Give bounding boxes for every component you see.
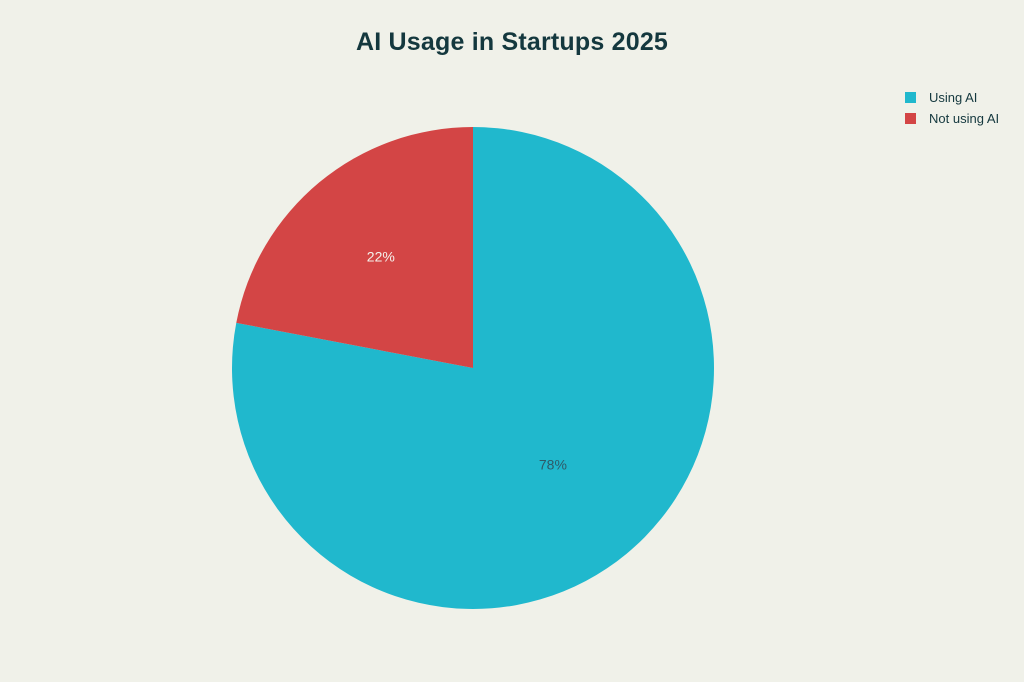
chart-legend: Using AI Not using AI bbox=[905, 91, 999, 125]
legend-label: Not using AI bbox=[929, 111, 1000, 126]
legend-label: Using AI bbox=[929, 90, 978, 105]
chart-title: AI Usage in Startups 2025 bbox=[355, 28, 669, 56]
legend-item-not-using-ai: Not using AI bbox=[905, 112, 999, 125]
legend-item-using-ai: Using AI bbox=[905, 91, 999, 104]
pie-slice-not-using-ai bbox=[236, 127, 473, 368]
slice-label-using-ai: 78% bbox=[539, 457, 567, 473]
legend-swatch-icon bbox=[905, 92, 916, 103]
slice-label-not-using-ai: 22% bbox=[367, 249, 395, 265]
pie-slice-using-ai bbox=[232, 127, 715, 610]
legend-swatch-icon bbox=[905, 113, 916, 124]
